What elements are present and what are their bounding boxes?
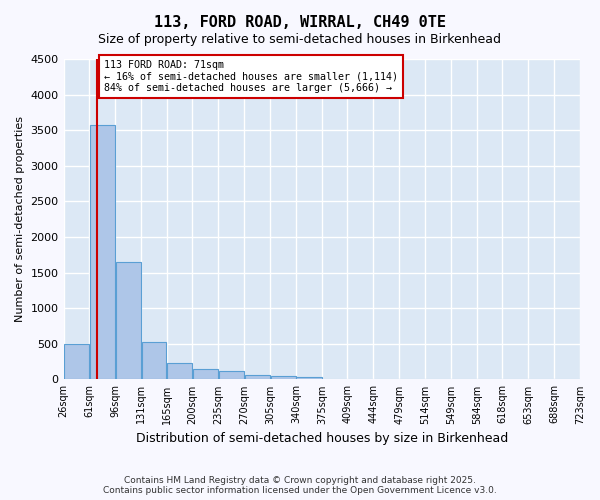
Bar (64, 344, 89, 380)
X-axis label: Distribution of semi-detached houses by size in Birkenhead: Distribution of semi-detached houses by … (136, 432, 508, 445)
Text: 113, FORD ROAD, WIRRAL, CH49 0TE: 113, FORD ROAD, WIRRAL, CH49 0TE (154, 15, 446, 30)
Bar (167, 363, 192, 380)
Text: 113 FORD ROAD: 71sqm
← 16% of semi-detached houses are smaller (1,114)
84% of se: 113 FORD ROAD: 71sqm ← 16% of semi-detac… (104, 60, 398, 94)
Bar (245, 375, 270, 380)
Bar (322, 378, 347, 380)
Bar (218, 371, 244, 380)
Bar (193, 368, 218, 380)
Bar (271, 376, 296, 380)
Bar (142, 342, 166, 380)
Text: Size of property relative to semi-detached houses in Birkenhead: Size of property relative to semi-detach… (98, 32, 502, 46)
Y-axis label: Number of semi-detached properties: Number of semi-detached properties (15, 116, 25, 322)
Bar (116, 262, 141, 380)
Text: Contains HM Land Registry data © Crown copyright and database right 2025.
Contai: Contains HM Land Registry data © Crown c… (103, 476, 497, 495)
Bar (296, 378, 322, 380)
Bar (90, 125, 115, 380)
